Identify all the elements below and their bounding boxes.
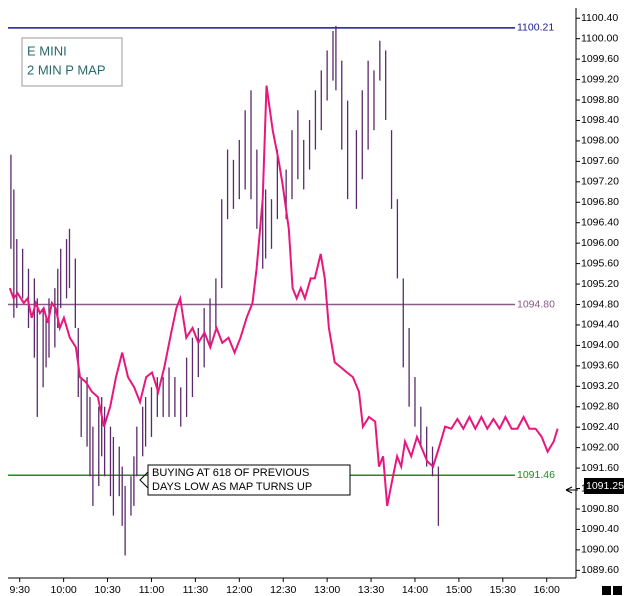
price-arrow (565, 486, 578, 494)
y-tick-label: 1100.40 (581, 12, 618, 24)
y-tick-label: 1096.00 (581, 237, 619, 249)
map-line (8, 85, 559, 507)
x-tick-label: 15:30 (490, 584, 516, 596)
y-tick-label: 1090.80 (581, 503, 619, 515)
reference-label: 1100.21 (517, 22, 554, 34)
chart-subtitle: 2 MIN P MAP (27, 62, 106, 77)
y-tick-label: 1090.00 (581, 544, 619, 556)
icon (602, 586, 611, 595)
x-tick-label: 15:00 (446, 584, 472, 596)
y-tick-label: 1091.60 (581, 462, 619, 474)
y-tick-label: 1094.80 (581, 298, 619, 310)
y-tick-label: 1099.20 (581, 73, 619, 85)
x-tick-label: 11:00 (139, 584, 165, 596)
x-tick-label: 13:30 (358, 584, 384, 596)
y-tick-label: 1096.40 (581, 216, 619, 228)
y-tick-label: 1092.00 (581, 441, 619, 453)
y-tick-label: 1093.20 (581, 380, 619, 392)
last-price-box (584, 477, 624, 494)
reference-label: 1094.80 (517, 298, 555, 310)
y-tick-label: 1093.60 (581, 360, 619, 372)
y-tick-label: 1090.40 (581, 523, 619, 535)
y-tick-label: 1089.60 (581, 564, 619, 576)
annotation-text: BUYING AT 618 OF PREVIOUS (152, 467, 309, 479)
y-tick-label: 1100.00 (581, 32, 618, 44)
y-tick-label: 1098.80 (581, 94, 619, 106)
chart-title: E MINI (27, 43, 67, 58)
x-tick-label: 10:30 (94, 584, 120, 596)
y-tick-label: 1092.40 (581, 421, 619, 433)
x-tick-label: 12:30 (270, 584, 296, 596)
last-price-label: 1091.25 (586, 480, 624, 492)
y-tick-label: 1097.20 (581, 176, 619, 188)
y-tick-label: 1094.40 (581, 319, 619, 331)
x-tick-label: 14:00 (402, 584, 428, 596)
y-tick-label: 1099.60 (581, 53, 619, 65)
annotation-box (147, 464, 351, 496)
icon (613, 586, 622, 595)
y-tick-label: 1095.20 (581, 278, 619, 290)
x-tick-label: 12:00 (226, 584, 252, 596)
x-tick-label: 11:30 (183, 584, 209, 596)
annotation-text: DAYS LOW AS MAP TURNS UP (152, 481, 312, 493)
title-box (21, 37, 123, 87)
y-tick-label: 1097.60 (581, 155, 619, 167)
y-tick-label: 1094.00 (581, 339, 619, 351)
reference-label: 1091.46 (517, 469, 555, 481)
y-tick-label: 1092.80 (581, 401, 619, 413)
x-tick-label: 16:00 (534, 584, 560, 596)
y-tick-label: 1096.80 (581, 196, 619, 208)
y-tick-label: 1098.40 (581, 114, 619, 126)
x-tick-label: 9:30 (9, 584, 30, 596)
y-tick-label: 1098.00 (581, 135, 619, 147)
y-tick-label: 1095.60 (581, 257, 619, 269)
x-tick-label: 10:00 (50, 584, 76, 596)
annotation-pointer (139, 471, 149, 489)
x-tick-label: 13:00 (314, 584, 340, 596)
